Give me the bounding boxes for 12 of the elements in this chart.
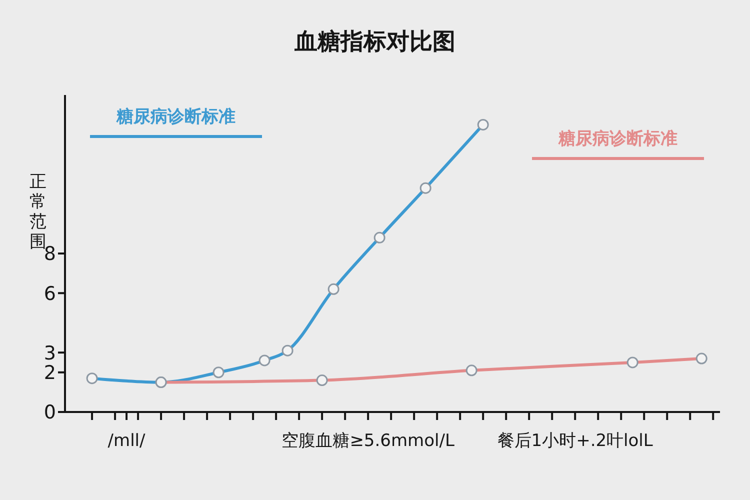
x-tick-label: 餐后1小时+.2叶lolL [497,431,654,451]
text: 糖尿病诊断标准 [557,128,678,150]
x-tick-label: 空腹血糖≥5.6mmol/L [282,431,455,451]
y-tick-label: 3 [44,342,56,364]
y-tick-label: 0 [44,402,56,424]
y-axis-title: 正常范围 [30,172,46,252]
y-tick-label: 2 [44,362,56,384]
x-tick-label: /mll/ [108,431,146,451]
y-tick-label: 6 [44,282,56,305]
text: 糖尿病诊断标准 [115,106,236,128]
chart-title: 血糖指标对比图 [294,28,456,57]
y-tick-label: 8 [44,243,56,266]
